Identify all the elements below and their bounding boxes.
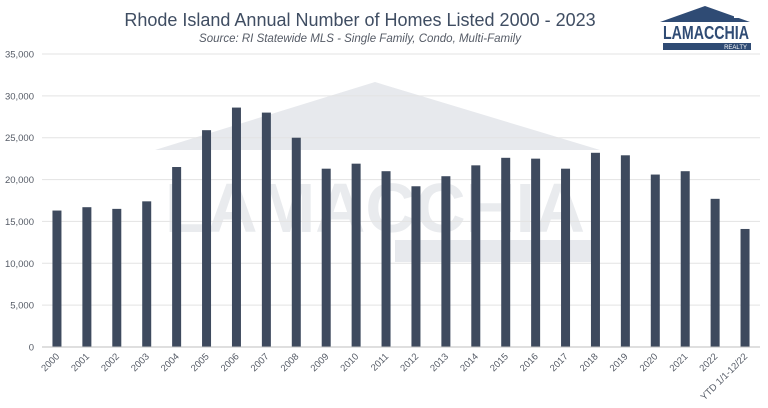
x-tick-label: 2021 bbox=[668, 351, 691, 374]
x-tick-label: 2002 bbox=[99, 351, 122, 374]
bar-2011 bbox=[381, 171, 391, 347]
x-tick-label: 2012 bbox=[398, 351, 421, 374]
x-tick-label: 2018 bbox=[578, 351, 601, 374]
y-tick-label: 20,000 bbox=[5, 175, 34, 186]
bars bbox=[52, 107, 750, 347]
x-tick-label: 2009 bbox=[309, 351, 332, 374]
x-tick-label: 2001 bbox=[69, 351, 92, 374]
y-axis-ticks: 0 5,000 10,000 15,000 20,000 25,000 30,000 35,0… bbox=[5, 50, 34, 354]
bar-2015 bbox=[501, 157, 511, 347]
bar-2019 bbox=[620, 155, 630, 347]
x-tick-label: 2010 bbox=[339, 351, 362, 374]
x-tick-label: 2014 bbox=[458, 351, 481, 374]
bar-2002 bbox=[112, 208, 122, 347]
y-tick-label: 30,000 bbox=[5, 91, 34, 102]
bar-2004 bbox=[172, 167, 182, 347]
logo-roof-icon bbox=[660, 6, 750, 22]
x-axis-ticks: 2000 2001 2002 2003 2004 2005 2006 2007 2008 2009… bbox=[39, 351, 750, 402]
x-tick-label: 2020 bbox=[638, 351, 661, 374]
x-tick-label: 2000 bbox=[39, 351, 62, 374]
y-tick-label: 0 bbox=[29, 343, 34, 354]
brand-logo: LAMACCHIA REALTY bbox=[660, 6, 751, 51]
y-tick-label: 15,000 bbox=[5, 217, 34, 228]
x-tick-label: 2007 bbox=[249, 351, 272, 374]
x-tick-label: 2022 bbox=[698, 351, 721, 374]
y-tick-label: 5,000 bbox=[10, 301, 34, 312]
bar-2021 bbox=[680, 171, 690, 347]
bar-2007 bbox=[261, 112, 271, 347]
bar-2006 bbox=[231, 107, 241, 347]
y-tick-label: 10,000 bbox=[5, 259, 34, 270]
bar-2009 bbox=[321, 168, 331, 347]
bar-2013 bbox=[441, 176, 451, 347]
chart-title: Rhode Island Annual Number of Homes List… bbox=[124, 10, 595, 30]
bar-2014 bbox=[471, 165, 481, 347]
x-tick-label: 2003 bbox=[129, 351, 152, 374]
chart-subtitle: Source: RI Statewide MLS - Single Family… bbox=[199, 33, 522, 45]
x-tick-label: 2011 bbox=[369, 351, 391, 373]
x-tick-label: 2017 bbox=[548, 351, 571, 374]
x-tick-label: 2008 bbox=[279, 351, 302, 374]
bar-2012 bbox=[411, 186, 421, 347]
x-tick-label: 2015 bbox=[488, 351, 511, 374]
logo-tagline: REALTY bbox=[724, 45, 747, 51]
bar-2001 bbox=[82, 207, 92, 347]
logo-name: LAMACCHIA bbox=[663, 23, 749, 43]
bar-2008 bbox=[291, 137, 301, 347]
x-tick-label: 2005 bbox=[189, 351, 212, 374]
bar-2020 bbox=[650, 174, 660, 347]
bar-2010 bbox=[351, 163, 361, 347]
bar-ytd-1-1-12-22 bbox=[740, 228, 750, 347]
bar-2000 bbox=[52, 210, 62, 347]
y-tick-label: 35,000 bbox=[5, 50, 34, 61]
y-tick-label: 25,000 bbox=[5, 133, 34, 144]
gridlines bbox=[42, 53, 760, 306]
x-tick-label: 2016 bbox=[518, 351, 541, 374]
bar-2017 bbox=[561, 168, 571, 347]
bar-2022 bbox=[710, 198, 720, 347]
x-tick-label: 2019 bbox=[608, 351, 631, 374]
x-tick-label: 2006 bbox=[219, 351, 242, 374]
x-tick-label: 2013 bbox=[428, 351, 451, 374]
x-tick-label: 2004 bbox=[159, 351, 182, 374]
bar-2003 bbox=[142, 201, 152, 347]
watermark-text: LAMACCHIA bbox=[165, 169, 585, 247]
bar-2018 bbox=[590, 152, 600, 347]
bar-2016 bbox=[531, 158, 541, 347]
logo-window-icon bbox=[734, 12, 740, 18]
bar-2005 bbox=[202, 130, 212, 347]
